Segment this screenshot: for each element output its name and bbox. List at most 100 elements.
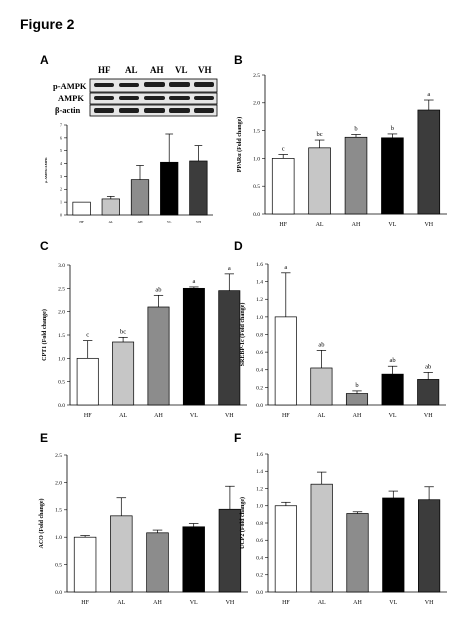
bar-al xyxy=(101,198,120,216)
blot-lane-label: VH xyxy=(198,65,212,75)
blot-lane-label: AH xyxy=(150,65,164,75)
y-tick-label: 0.0 xyxy=(256,590,263,596)
y-tick-label: 0.8 xyxy=(256,521,263,527)
x-tick-label: AL xyxy=(117,600,125,606)
bar-hf xyxy=(72,201,91,216)
y-tick-label: 1.5 xyxy=(58,333,65,339)
y-tick-label: 0.4 xyxy=(256,555,263,561)
y-tick-label: 5 xyxy=(60,148,62,153)
y-tick-label: 1.4 xyxy=(256,469,263,475)
x-tick-label: VH xyxy=(226,600,235,606)
bar-vh xyxy=(417,109,441,215)
bar-vh xyxy=(189,160,208,216)
x-tick-label: HF xyxy=(79,220,84,224)
x-tick-label: VH xyxy=(196,220,202,224)
blot-band xyxy=(144,96,165,100)
panel-letter: A xyxy=(40,53,49,67)
x-tick-label: VL xyxy=(389,600,397,606)
blot-lane-label: HF xyxy=(98,65,111,75)
bar-al xyxy=(308,147,331,215)
y-tick-label: 0.5 xyxy=(253,184,260,190)
y-tick-label: 1.0 xyxy=(253,156,260,162)
significance-label: c xyxy=(282,146,285,153)
y-tick-label: 2.5 xyxy=(58,286,65,292)
x-tick-label: AL xyxy=(317,413,325,419)
y-tick-label: 0.6 xyxy=(256,538,263,544)
y-tick-label: 3.0 xyxy=(58,263,65,269)
y-tick-label: 1.4 xyxy=(256,280,263,286)
y-tick-label: 1.2 xyxy=(256,486,263,492)
blot-band xyxy=(119,96,139,100)
bar-ah xyxy=(344,136,368,215)
x-tick-label: VH xyxy=(225,413,234,419)
significance-label: ab xyxy=(390,357,396,364)
x-tick-label: VL xyxy=(190,600,198,606)
y-tick-label: 0.0 xyxy=(253,212,260,218)
bar-hf xyxy=(274,505,297,593)
chart-panel-c: C 0.0 0.5 1.0 1.5 2.0 2.5 3.0 CPT1 (Fold change)… xyxy=(40,239,247,419)
chart-panel-d: D 0.0 0.2 0.4 0.6 0.8 1.0 1.2 1.4 1.6 SREBP-1c (Fo… xyxy=(234,239,446,419)
x-tick-label: AH xyxy=(352,222,361,228)
blot-band xyxy=(194,108,214,113)
blot-band xyxy=(194,96,214,100)
bar-vl xyxy=(381,137,404,215)
significance-label: ab xyxy=(155,286,161,293)
bar-al xyxy=(110,515,133,593)
bar-ah xyxy=(130,179,150,216)
x-tick-label: HF xyxy=(81,600,89,606)
blot-band xyxy=(169,82,190,87)
x-tick-label: VL xyxy=(190,413,198,419)
y-tick-label: 2.5 xyxy=(55,453,62,459)
y-tick-label: 1.2 xyxy=(256,297,263,303)
y-tick-label: 2.0 xyxy=(58,310,65,316)
bar-ah xyxy=(345,393,369,406)
x-tick-label: AH xyxy=(137,220,143,224)
y-tick-label: 1.0 xyxy=(256,315,263,321)
y-tick-label: 2.5 xyxy=(253,73,260,79)
bar-hf xyxy=(73,536,97,593)
y-tick-label: 1.5 xyxy=(253,129,260,135)
significance-label: bc xyxy=(120,328,126,335)
western-blot: HF AL AH VL VH p-AMPK AMPK β-actin xyxy=(53,65,218,117)
x-tick-label: VL xyxy=(167,220,172,224)
blot-band xyxy=(94,108,114,113)
significance-label: b xyxy=(354,125,357,132)
significance-label: ab xyxy=(425,363,431,370)
blot-band xyxy=(94,96,114,100)
y-tick-label: 1 xyxy=(60,200,62,205)
y-tick-label: 1.6 xyxy=(256,452,263,458)
bar-ah xyxy=(147,306,170,406)
bar-hf xyxy=(274,316,297,406)
x-tick-label: VH xyxy=(424,413,433,419)
significance-label: a xyxy=(192,278,195,285)
y-tick-label: 0.6 xyxy=(256,350,263,356)
y-tick-label: 3 xyxy=(60,174,62,179)
y-tick-label: 0.5 xyxy=(58,380,65,386)
x-tick-label: AH xyxy=(353,600,362,606)
x-tick-label: AL xyxy=(108,220,113,224)
x-tick-label: HF xyxy=(84,413,92,419)
blot-band xyxy=(194,82,214,87)
significance-label: ab xyxy=(318,341,324,348)
x-tick-label: AH xyxy=(353,413,362,419)
significance-label: a xyxy=(427,91,430,98)
y-axis-label: PPARα (Fold change) xyxy=(236,117,243,173)
y-tick-label: 1.0 xyxy=(256,504,263,510)
bar-vl xyxy=(182,526,205,593)
x-tick-label: HF xyxy=(279,222,287,228)
x-tick-label: VH xyxy=(425,600,434,606)
bar-vh xyxy=(417,379,440,406)
bar-vl xyxy=(160,161,179,216)
bar-vh xyxy=(218,290,241,406)
blot-row-label: p-AMPK xyxy=(53,81,87,91)
y-tick-label: 1.5 xyxy=(55,508,62,514)
x-tick-label: AL xyxy=(316,222,324,228)
blot-band xyxy=(144,82,165,87)
significance-label: bc xyxy=(317,131,323,138)
y-tick-label: 1.0 xyxy=(58,356,65,362)
blot-band xyxy=(119,108,139,113)
bar-vl xyxy=(381,373,404,406)
bar-hf xyxy=(271,158,295,215)
y-tick-label: 0.0 xyxy=(55,590,62,596)
blot-row-label: AMPK xyxy=(58,93,84,103)
